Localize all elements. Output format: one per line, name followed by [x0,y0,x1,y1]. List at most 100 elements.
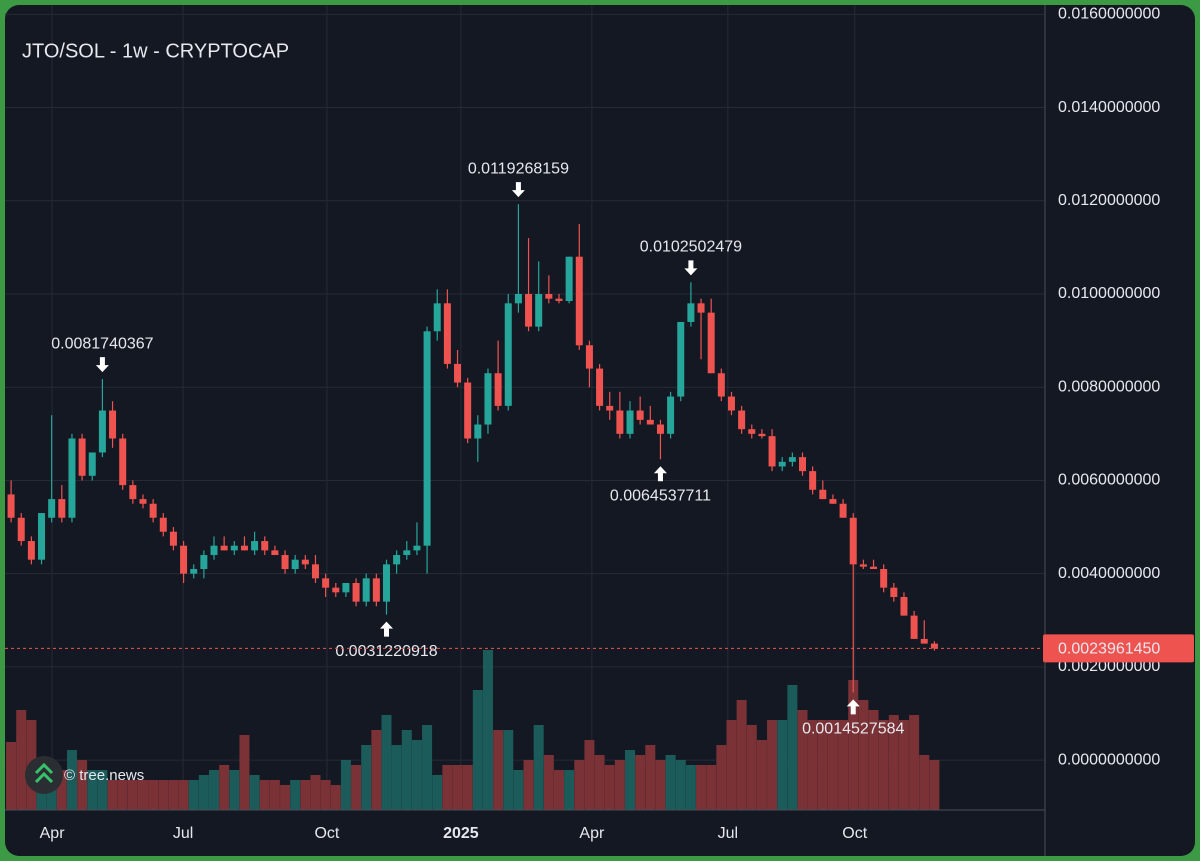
y-tick-label: 0.0140000000 [1058,99,1160,116]
volume-bar [635,755,646,810]
volume-bar [878,720,889,810]
volume-bar [178,780,189,810]
x-tick-label: Jul [173,825,193,842]
candle-body [890,587,898,597]
candle-body [423,331,431,546]
volume-bar [209,770,220,810]
candle-body [920,638,928,644]
candle-body [707,312,715,374]
candle-body [697,303,705,313]
candle-body [474,424,482,439]
volume-bar [929,760,940,810]
volume-bar [320,780,331,810]
candle-body [240,545,248,551]
candle-body [443,303,451,364]
candle-body [362,578,370,602]
volume-bar [909,715,920,810]
candle-body [788,457,796,462]
candle-body [565,256,573,301]
candle-body [514,293,522,304]
x-tick-label: Jul [718,825,738,842]
annotation-arrow [846,699,860,715]
volume-bar [523,760,534,810]
annotation-arrow [684,260,698,276]
candle-body [291,559,299,570]
candle-body [261,541,269,551]
volume-bar [503,730,514,810]
candle-body [545,293,553,299]
volume-bar [756,740,767,810]
volume-bar [888,715,899,810]
annotation-label: 0.0081740367 [51,335,153,352]
candle-body [403,550,411,556]
volume-bar [168,780,179,810]
candle-body [251,541,259,551]
volume-bar [442,765,453,810]
volume-bar [726,720,737,810]
volume-bar [422,725,433,810]
candle-body [667,396,675,434]
volume-bar [594,755,605,810]
volume-bar [685,765,696,810]
volume-bar [533,725,544,810]
candle-body [7,494,15,518]
candle-body [352,582,360,602]
watermark-logo [25,756,63,794]
candle-body [717,373,725,397]
candle-body [393,555,401,565]
volume-bar [462,765,473,810]
candle-body [332,587,340,593]
volume-bar [137,780,148,810]
candle-body [819,489,827,500]
candle-body [525,293,533,327]
candle-body [98,410,106,453]
volume-bar [361,745,372,810]
volume-bar [746,725,757,810]
candle-body [849,517,857,565]
volume-bar [482,650,493,810]
x-tick-label: 2025 [443,825,479,842]
volume-bar [219,765,230,810]
volume-bar [767,720,778,810]
volume-bar [513,770,524,810]
candle-body [484,373,492,425]
y-tick-label: 0.0040000000 [1058,565,1160,582]
volume-bar [645,745,656,810]
candle-body [139,499,147,504]
candle-body [778,461,786,467]
candle-body [210,545,218,556]
volume-bar [6,742,17,810]
candle-body [880,569,888,588]
axes-layer: 0.00000000000.00200000000.00400000000.00… [40,6,1194,842]
y-tick-label: 0.0080000000 [1058,378,1160,395]
candle-body [504,303,512,406]
candle-body [748,429,756,434]
candle-body [555,298,563,301]
annotation-label: 0.0014527584 [802,721,904,738]
candle-body [68,438,76,518]
volume-bar [543,755,554,810]
candle-body [58,499,66,518]
candle-body [768,436,776,467]
candle-body [190,569,198,574]
candle-body [585,345,593,369]
last-price-label: 0.0023961450 [1058,641,1160,658]
volume-bar [584,740,595,810]
volume-bar [411,740,422,810]
candle-body [606,405,614,411]
volume-bar [310,775,321,810]
candle-body [464,382,472,439]
candle-body [758,433,766,437]
volume-bar [77,760,88,810]
candle-body [656,424,664,434]
candle-body [129,485,137,500]
candle-body [626,410,634,434]
volume-bar [340,760,351,810]
volume-bar [919,755,930,810]
candle-body [220,545,228,551]
annotation-arrow [95,357,109,373]
volume-bar [16,710,27,810]
candle-body [230,545,238,551]
candle-layer [7,204,938,693]
x-tick-label: Apr [579,825,605,842]
